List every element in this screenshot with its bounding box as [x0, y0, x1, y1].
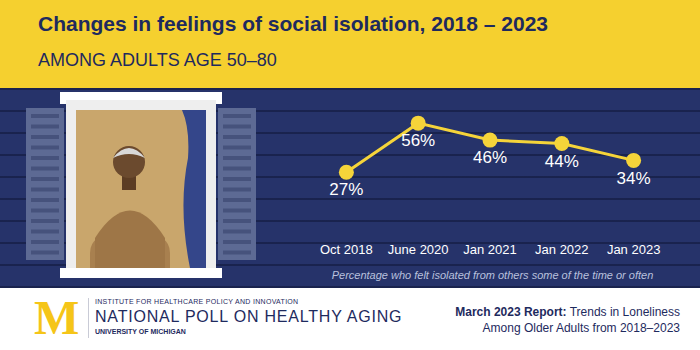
- html-text:March 2023 Report: Trends in L: March 2023 Report: Trends in Loneliness: [455, 305, 680, 319]
- html-text:Changes in feelings of social: Changes in feelings of social isolation,…: [38, 12, 548, 35]
- svg-text:34%: 34%: [617, 169, 651, 188]
- svg-text:Jan 2023: Jan 2023: [607, 242, 661, 257]
- svg-text:27%: 27%: [329, 180, 363, 199]
- svg-text:Jan 2022: Jan 2022: [535, 242, 589, 257]
- html-text:AMONG ADULTS AGE 50–80: AMONG ADULTS AGE 50–80: [38, 50, 277, 70]
- svg-text:56%: 56%: [401, 131, 435, 150]
- svg-text:June 2020: June 2020: [388, 242, 449, 257]
- svg-text:Jan 2021: Jan 2021: [463, 242, 517, 257]
- svg-text:Oct 2018: Oct 2018: [320, 242, 373, 257]
- html-text:INSTITUTE FOR HEALTHCARE POLIC: INSTITUTE FOR HEALTHCARE POLICY AND INNO…: [95, 298, 299, 305]
- html-text:M: M: [34, 291, 80, 344]
- svg-text:44%: 44%: [545, 152, 579, 171]
- html-text:Percentage who felt isolated f: Percentage who felt isolated from others…: [331, 269, 654, 281]
- html-text:NATIONAL POLL ON HEALTHY AGING: NATIONAL POLL ON HEALTHY AGING: [95, 308, 403, 325]
- html-text:UNIVERSITY OF MICHIGAN: UNIVERSITY OF MICHIGAN: [95, 328, 186, 335]
- html-text:Among Older Adults from 2018–2: Among Older Adults from 2018–2023: [482, 321, 680, 335]
- svg-text:46%: 46%: [473, 148, 507, 167]
